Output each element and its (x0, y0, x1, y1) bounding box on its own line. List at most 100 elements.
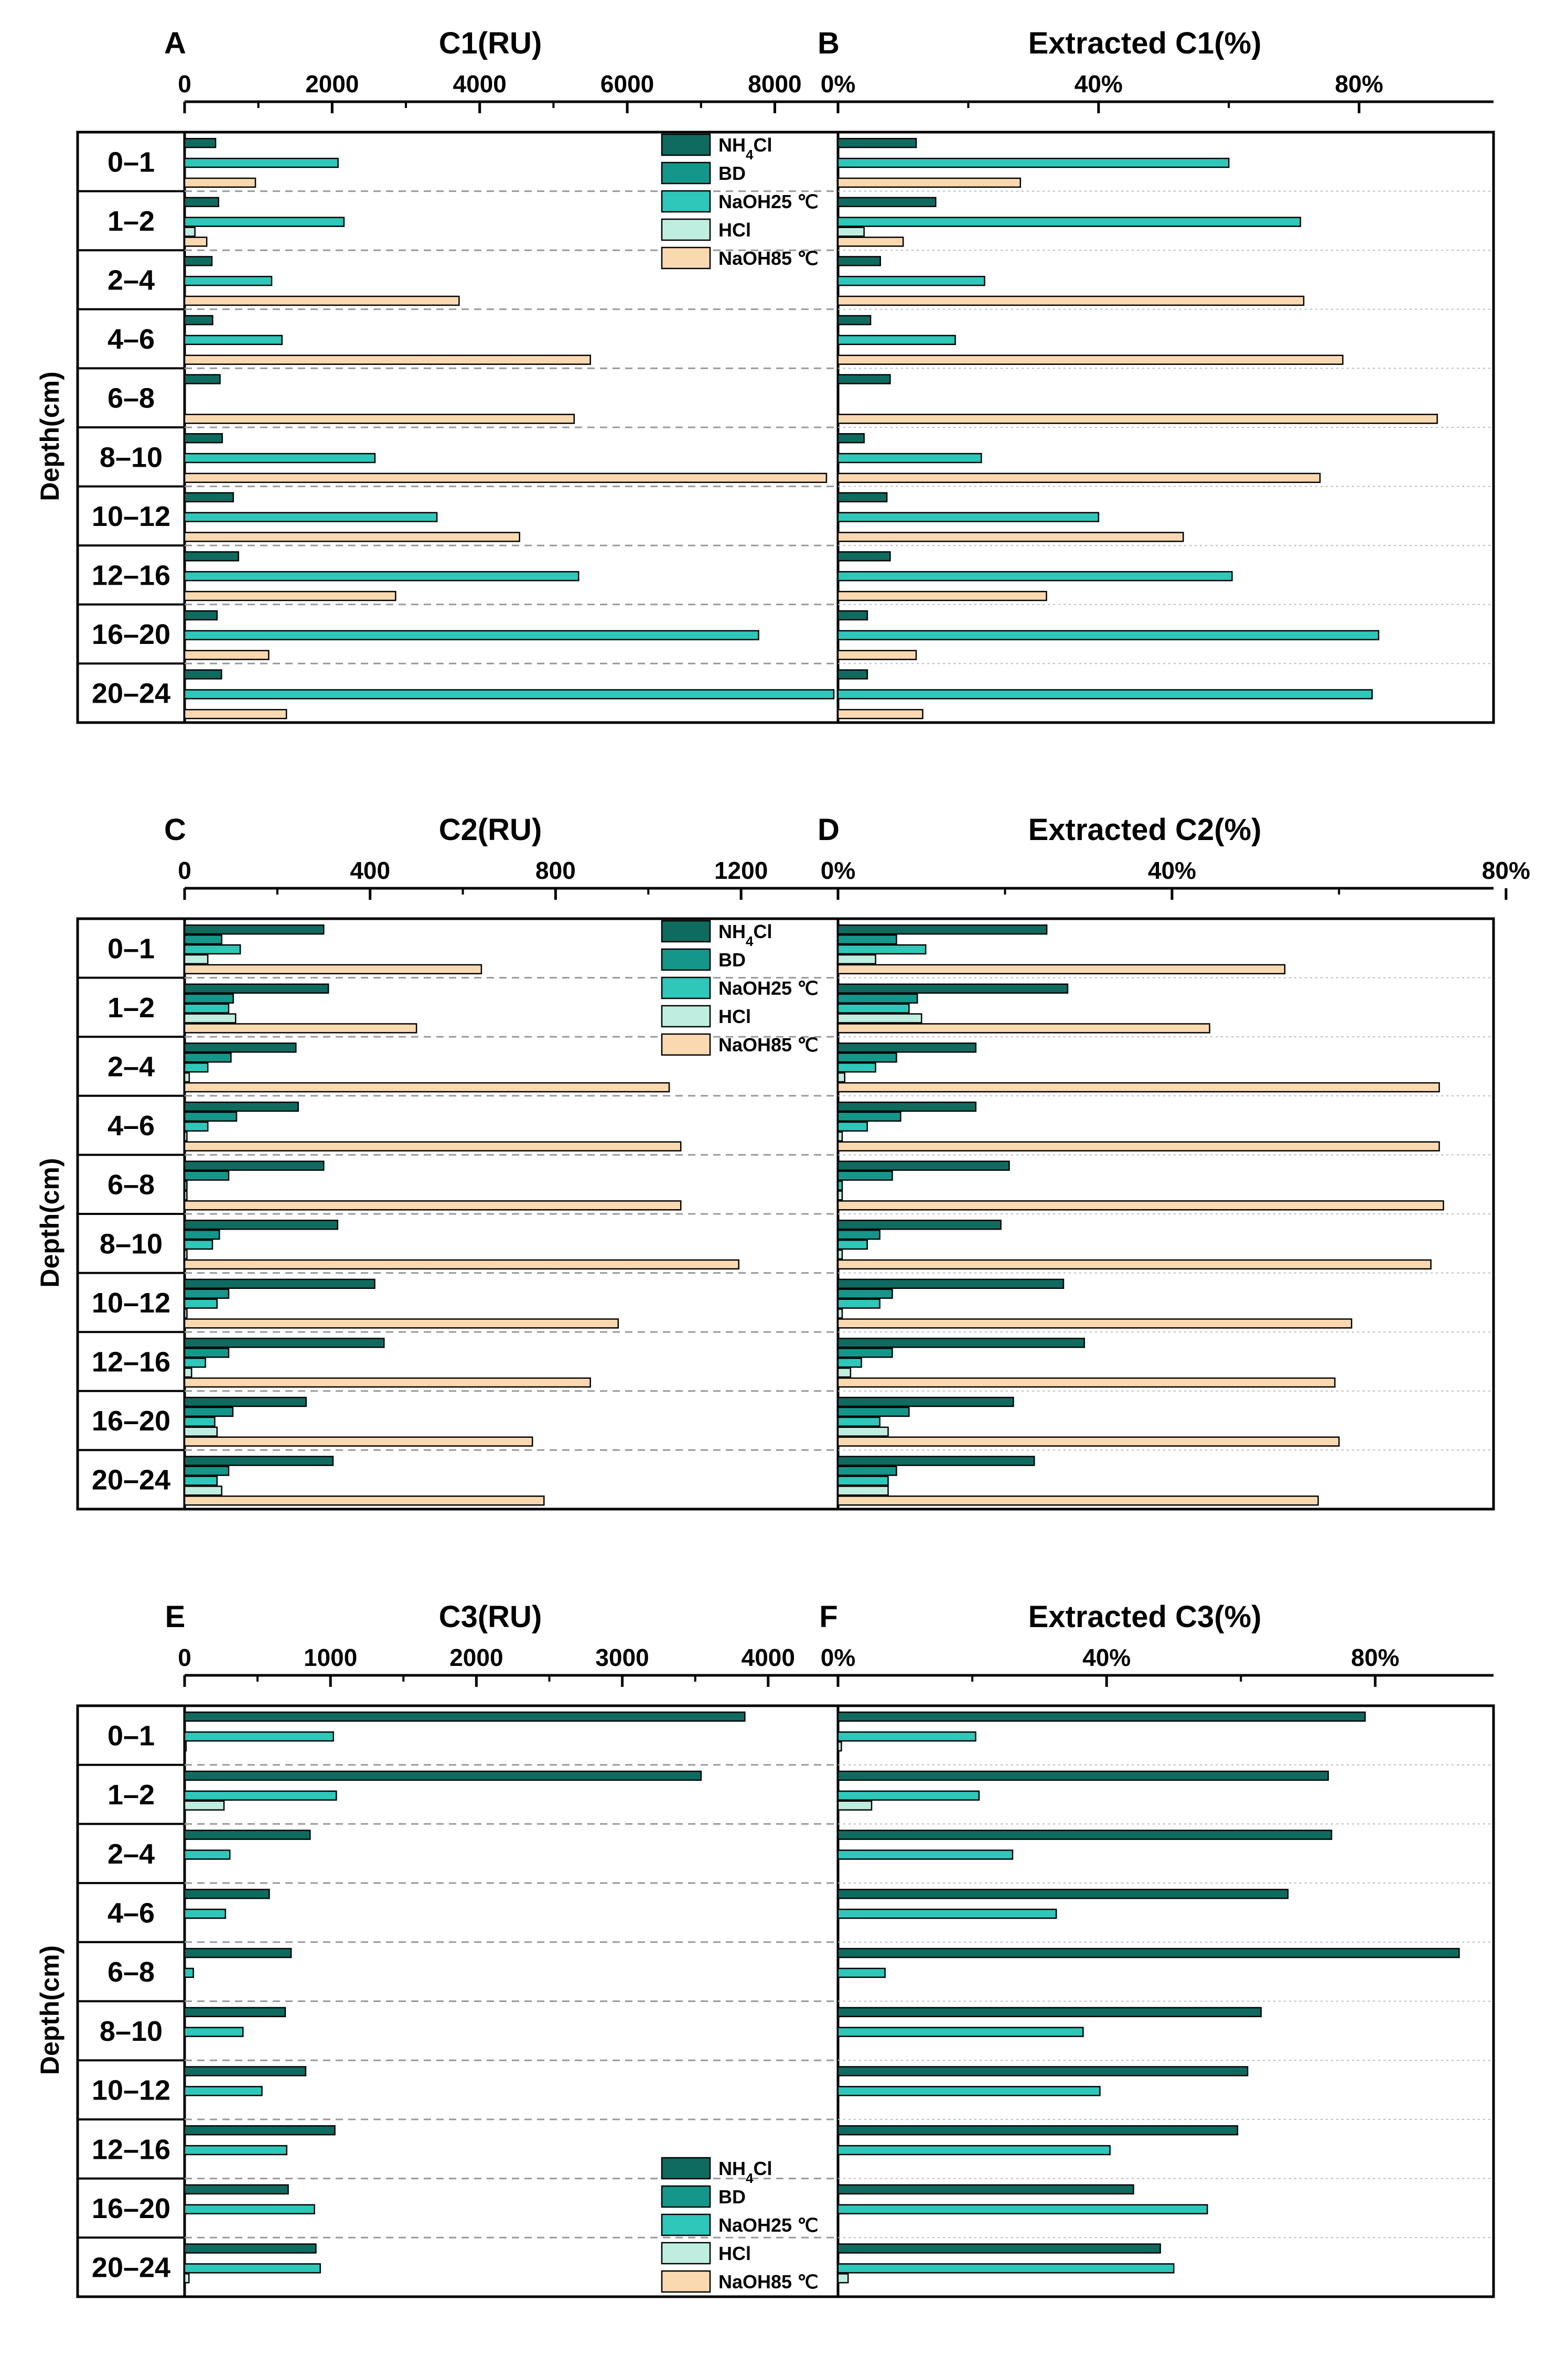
legend-swatch (661, 948, 711, 971)
bar-naoh85 (184, 590, 396, 601)
bar-hcl (184, 1308, 188, 1319)
bar-bd (837, 1170, 893, 1181)
bar-hcl (837, 1741, 842, 1752)
legend-swatch (661, 1005, 711, 1028)
axis-tick-label: 40% (1082, 1644, 1131, 1671)
bar-nh4cl (184, 1456, 334, 1466)
bar-hcl (184, 1800, 225, 1811)
legend-label: HCl (718, 219, 751, 241)
bar-naoh25 (184, 571, 579, 582)
bar-naoh85 (184, 532, 520, 542)
bar-nh4cl (837, 374, 891, 384)
bar-hcl (837, 1249, 843, 1260)
depth-category-label: 6–8 (108, 1956, 155, 1988)
bar-naoh25 (184, 157, 339, 168)
bar-naoh25 (184, 1416, 216, 1427)
bar-hcl (184, 1367, 192, 1378)
legend-label: NH4Cl (718, 134, 772, 163)
bar-naoh25 (837, 2204, 1208, 2214)
bar-hcl (184, 1131, 188, 1142)
legend-subscript: 4 (746, 933, 754, 949)
bar-naoh25 (184, 944, 241, 955)
bar-naoh25 (837, 1003, 910, 1014)
bar-naoh85 (184, 1141, 682, 1151)
bar-naoh25 (184, 1180, 188, 1191)
depth-category-label: 10–12 (92, 1287, 170, 1319)
bar-naoh85 (184, 354, 591, 365)
depth-category-label: 12–16 (92, 1347, 170, 1378)
bar-naoh85 (184, 1318, 619, 1329)
axis-tick-label: 3000 (595, 1644, 649, 1671)
axis-tick-label: 6000 (600, 70, 654, 98)
depth-category-label: 1–2 (108, 206, 155, 237)
bar-naoh85 (837, 1082, 1440, 1093)
axis-tick-label: 0 (178, 1644, 191, 1671)
bar-nh4cl (837, 2125, 1239, 2136)
bar-nh4cl (837, 2243, 1161, 2254)
bar-naoh85 (837, 295, 1305, 306)
bar-naoh25 (184, 2027, 244, 2037)
bar-hcl (837, 1486, 889, 1496)
legend-label: BD (718, 949, 746, 971)
bar-hcl (837, 1426, 889, 1437)
bar-naoh25 (184, 335, 283, 346)
bar-naoh85 (837, 1023, 1210, 1034)
bar-hcl (184, 1426, 218, 1437)
bar-naoh85 (837, 177, 1022, 188)
bar-nh4cl (837, 1338, 1085, 1348)
bar-bd (184, 1348, 230, 1358)
bar-naoh25 (837, 512, 1100, 522)
bar-nh4cl (184, 2007, 286, 2017)
depth-category-label: 4–6 (108, 1897, 155, 1929)
depth-category-label: 20–24 (92, 1465, 170, 1496)
bar-naoh25 (184, 1062, 209, 1073)
legend-swatch (661, 920, 711, 943)
bar-naoh85 (184, 1436, 533, 1447)
bar-bd (837, 1229, 880, 1240)
bar-nh4cl (184, 1338, 385, 1348)
bar-naoh25 (184, 1790, 337, 1801)
bar-naoh25 (837, 1476, 889, 1486)
bar-nh4cl (837, 1220, 1002, 1230)
bar-nh4cl (184, 1160, 325, 1171)
bar-naoh25 (184, 1358, 207, 1368)
y-axis-label: Depth(cm) (35, 1945, 65, 2075)
bar-hcl (184, 227, 196, 237)
bar-naoh25 (184, 1298, 218, 1309)
bar-nh4cl (184, 1396, 307, 1407)
bar-nh4cl (837, 669, 868, 680)
bar-nh4cl (837, 433, 865, 444)
bar-naoh25 (184, 2204, 315, 2214)
bar-nh4cl (184, 1829, 311, 1840)
bar-nh4cl (184, 492, 234, 503)
bar-nh4cl (184, 1042, 297, 1053)
legend-swatch (661, 162, 711, 185)
depth-category-label: 6–8 (108, 383, 155, 414)
bar-bd (837, 1406, 910, 1417)
bar-naoh25 (184, 1239, 213, 1250)
bar-bd (837, 1288, 893, 1299)
legend-swatch (661, 976, 711, 999)
bar-nh4cl (184, 1101, 299, 1112)
bar-nh4cl (184, 374, 221, 384)
depth-category-label: 4–6 (108, 324, 155, 355)
bar-naoh25 (184, 1476, 218, 1486)
panel-title: C2(RU) (439, 813, 542, 847)
depth-category-label: 0–1 (108, 1720, 155, 1751)
bar-nh4cl (837, 1101, 976, 1112)
bar-naoh85 (184, 1495, 545, 1506)
bar-bd (184, 1406, 234, 1417)
bar-hcl (837, 1308, 843, 1319)
axis-tick-label: 0% (821, 1644, 855, 1671)
bar-hcl (184, 1013, 237, 1024)
bar-naoh25 (837, 157, 1230, 168)
bar-naoh85 (837, 1436, 1340, 1447)
panel-letter: D (818, 813, 840, 847)
bar-nh4cl (184, 197, 219, 208)
bar-nh4cl (184, 2184, 289, 2195)
legend-label: NaOH25 ℃ (718, 191, 819, 212)
axis-tick-label: 0% (821, 857, 855, 884)
bar-hcl (837, 954, 876, 965)
legend-label: NH4Cl (718, 2158, 772, 2186)
legend-label: NaOH25 ℃ (718, 977, 819, 999)
